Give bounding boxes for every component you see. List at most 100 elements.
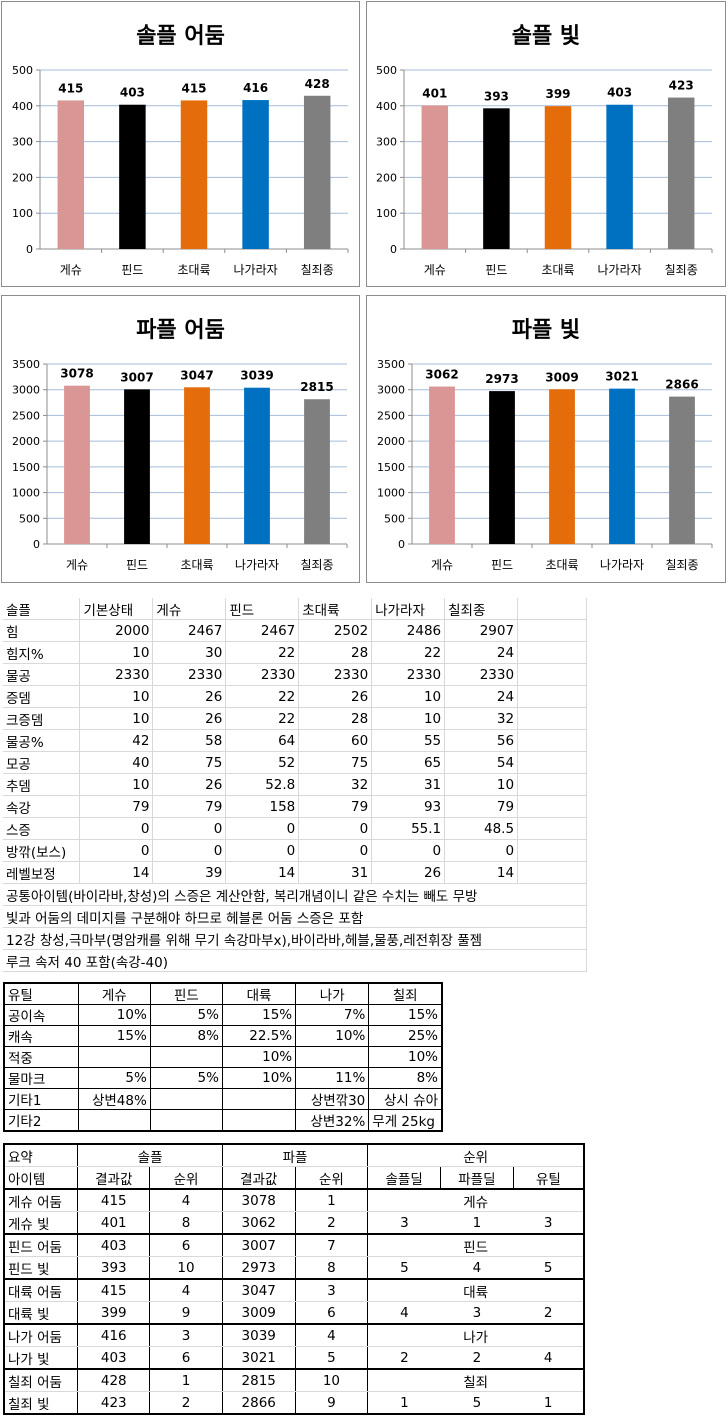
empty-cell	[517, 641, 587, 664]
header-cell: 게슈	[152, 598, 227, 620]
value-cell: 15%	[368, 1004, 443, 1026]
rank-cell: 1	[440, 1211, 514, 1235]
value-cell	[221, 1088, 297, 1110]
y-tick-label: 2000	[377, 435, 405, 448]
value-cell: 26	[152, 707, 227, 730]
bar	[606, 104, 633, 249]
value-cell: 4	[294, 1324, 369, 1347]
value-cell: 39	[152, 861, 227, 884]
bar	[544, 106, 572, 250]
value-cell: 54	[444, 751, 519, 774]
header-cell: 나가	[295, 982, 370, 1005]
rank-cell: 3	[513, 1211, 585, 1235]
value-cell: 26	[152, 685, 227, 708]
row-label: 게슈 어둠	[3, 1189, 79, 1212]
value-cell: 22	[371, 641, 446, 664]
header-cell: 결과값	[77, 1166, 151, 1190]
value-cell: 5	[294, 1346, 369, 1370]
value-cell: 24	[444, 641, 519, 664]
rank-cell: 1	[367, 1391, 441, 1415]
value-cell: 52	[225, 751, 300, 774]
data-label: 428	[305, 77, 330, 91]
value-cell: 0	[152, 817, 227, 840]
value-cell: 14	[79, 861, 154, 884]
value-cell: 5%	[149, 1067, 223, 1089]
value-cell: 2330	[79, 663, 154, 686]
rank-cell: 5	[513, 1256, 585, 1280]
empty-cell	[517, 861, 587, 884]
header-cell: 핀드	[225, 598, 300, 620]
value-cell: 56	[444, 729, 519, 752]
value-cell: 32	[298, 773, 373, 796]
x-tick-label: 칠죄종	[665, 263, 698, 277]
value-cell: 22.5%	[221, 1025, 297, 1047]
y-tick-label: 3000	[377, 384, 405, 397]
value-cell	[77, 1046, 151, 1068]
row-label: 레벨보정	[3, 861, 81, 884]
bar	[64, 385, 90, 544]
row-label: 모공	[3, 751, 81, 774]
rank-cell: 4	[367, 1301, 441, 1325]
note-text: 공통아이템(바이라바,창성)의 스증은 계산안함, 복리개념이니 같은 수치는 …	[3, 883, 587, 906]
data-label: 415	[58, 81, 83, 95]
row-label: 증뎀	[3, 685, 81, 708]
value-cell: 7	[294, 1234, 369, 1257]
x-tick-label: 나가라자	[235, 558, 279, 572]
value-cell: 22	[225, 685, 300, 708]
table-row: 핀드 어둠 403 6 3007 7 핀드	[3, 1234, 585, 1257]
value-cell: 10%	[295, 1025, 370, 1047]
header-cell: 결과값	[221, 1166, 296, 1190]
value-cell: 415	[77, 1279, 151, 1302]
bar	[242, 100, 269, 250]
value-cell: 2486	[371, 619, 446, 642]
value-cell: 6	[149, 1234, 223, 1257]
y-tick-label: 1500	[12, 461, 40, 474]
bar	[244, 387, 270, 544]
table-row: 힘지% 10 30 22 28 22 24	[3, 641, 587, 664]
value-cell: 428	[77, 1369, 151, 1392]
row-label: 대륙 빛	[3, 1301, 79, 1325]
x-tick-label: 게슈	[60, 263, 82, 277]
value-cell: 14	[444, 861, 519, 884]
row-label: 핀드 빛	[3, 1256, 79, 1280]
value-cell: 0	[225, 839, 300, 862]
value-cell: 24	[444, 685, 519, 708]
value-cell: 32	[444, 707, 519, 730]
empty-cell	[517, 839, 587, 862]
y-tick-label: 300	[12, 136, 33, 149]
value-cell: 10	[371, 707, 446, 730]
x-tick-label: 칠죄종	[665, 558, 698, 572]
table-row: 공이속 10% 5% 15% 7% 15%	[3, 1004, 443, 1026]
table-header-row: 솔플 기본상태 게슈 핀드 초대륙 나가라자 칠죄종	[3, 598, 587, 620]
empty-cell	[517, 707, 587, 730]
rank-cell: 2	[367, 1346, 441, 1370]
value-cell: 2467	[225, 619, 300, 642]
bar	[57, 100, 85, 250]
value-cell: 60	[298, 729, 373, 752]
table-row: 증뎀 10 26 22 26 10 24	[3, 685, 587, 708]
value-cell: 2330	[225, 663, 300, 686]
x-tick-label: 칠죄종	[301, 263, 334, 277]
value-cell: 2	[149, 1391, 223, 1415]
empty-cell	[517, 817, 587, 840]
rank-group-name: 칠죄	[367, 1369, 585, 1392]
header-cell: 순위	[367, 1144, 585, 1167]
value-cell: 64	[225, 729, 300, 752]
value-cell: 8%	[368, 1067, 443, 1089]
header-cell: 솔플딜	[367, 1166, 441, 1190]
data-label: 416	[243, 81, 268, 95]
data-label: 3007	[120, 370, 153, 384]
value-cell: 0	[298, 839, 373, 862]
rank-cell: 3	[440, 1301, 514, 1325]
header-cell: 아이템	[3, 1166, 79, 1190]
value-cell: 423	[77, 1391, 151, 1415]
value-cell: 10	[79, 685, 154, 708]
value-cell: 3039	[221, 1324, 296, 1347]
note-text: 빛과 어둠의 데미지를 구분해야 하므로 헤블론 어둠 스증은 포함	[3, 905, 587, 928]
value-cell: 2	[294, 1211, 369, 1235]
value-cell: 2866	[221, 1391, 296, 1415]
row-label: 나가 어둠	[3, 1324, 79, 1347]
value-cell: 3021	[221, 1346, 296, 1370]
y-tick-label: 100	[12, 207, 33, 220]
y-tick-label: 500	[376, 64, 397, 77]
